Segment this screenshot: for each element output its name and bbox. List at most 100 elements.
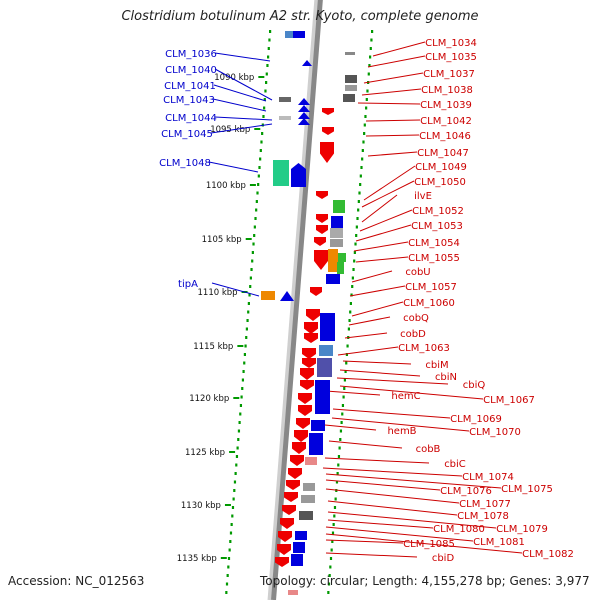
ruler-dot — [247, 302, 250, 305]
ruler-dot — [369, 55, 372, 59]
ruler-dot — [236, 446, 239, 450]
ruler-dot — [357, 208, 360, 212]
backbone-shadow — [267, 0, 319, 600]
ruler-dot — [356, 217, 359, 220]
ruler-dot — [345, 353, 349, 356]
ruler-dot — [263, 106, 266, 110]
reverse-gene-block — [295, 531, 307, 540]
ruler-dot — [345, 361, 348, 365]
ruler-dot — [327, 591, 330, 594]
ruler-dot — [249, 285, 252, 288]
ruler-dot — [231, 506, 235, 509]
ruler-dot — [235, 455, 239, 458]
ruler-dot — [347, 327, 350, 331]
ruler-dot — [350, 293, 353, 297]
ruler-dot — [368, 64, 371, 67]
ruler-dot — [226, 574, 229, 577]
ruler-dot — [343, 387, 346, 390]
ruler-dot — [235, 463, 238, 467]
ruler-dot — [248, 293, 251, 297]
reverse-gene-block — [319, 345, 333, 356]
ruler-dot — [246, 319, 249, 322]
reverse-gene-arrow — [316, 191, 328, 199]
ruler-dot — [369, 47, 372, 50]
forward-gene-block — [279, 116, 291, 120]
ruler-dot — [352, 268, 355, 271]
gene-leader-line — [355, 224, 412, 242]
ruler-dot — [228, 548, 231, 552]
ruler-dot — [357, 200, 360, 203]
reverse-gene-arrow — [310, 287, 322, 296]
ruler-dot — [267, 47, 270, 50]
ruler-dot — [337, 455, 341, 458]
ruler-dot — [245, 327, 248, 331]
gene-leader-line — [339, 369, 421, 377]
reverse-gene-arrow — [314, 250, 328, 270]
reverse-gene-arrow — [300, 368, 314, 380]
reverse-gene-label: cbiD — [432, 553, 455, 564]
ruler-dot — [225, 582, 229, 586]
gene-leader-line — [214, 52, 271, 62]
ruler-dot — [261, 132, 264, 135]
kbp-tick-label: 1115 kbp — [193, 342, 233, 352]
reverse-gene-block — [293, 542, 305, 553]
ruler-dot — [363, 132, 366, 135]
kbp-tick-label: 1130 kbp — [181, 501, 221, 511]
reverse-gene-label: cbiM — [425, 360, 448, 371]
ruler-dot — [361, 157, 364, 161]
ruler-dot — [339, 438, 342, 441]
reverse-gene-block — [345, 85, 357, 91]
ruler-dot — [237, 429, 241, 433]
reverse-gene-block — [305, 457, 317, 465]
gene-leader-line — [363, 72, 424, 84]
ruler-dot — [370, 38, 373, 42]
ruler-dot — [358, 191, 361, 195]
gene-leader-line — [325, 390, 381, 396]
ruler-dot — [329, 565, 332, 569]
ruler-dot — [266, 64, 269, 67]
reverse-gene-label: CLM_1047 — [417, 148, 469, 159]
ruler-dot — [355, 234, 358, 237]
gene-leader-line — [325, 533, 523, 554]
ruler-dot — [348, 319, 351, 322]
ruler-dot — [363, 123, 366, 127]
ruler-dot — [239, 404, 243, 407]
gene-leader-line — [367, 55, 426, 68]
ruler-dot — [333, 506, 337, 509]
reverse-gene-block — [309, 433, 323, 455]
gene-leader-line — [361, 194, 398, 223]
reverse-gene-block — [288, 590, 298, 595]
ruler-dot — [362, 140, 365, 144]
reverse-gene-arrow — [320, 142, 334, 163]
gene-leader-line — [324, 457, 430, 464]
reverse-gene-block — [328, 258, 338, 272]
forward-gene-label: CLM_1048 — [159, 158, 211, 169]
gene-leader-line — [327, 500, 458, 516]
gene-leader-line — [327, 519, 434, 529]
kbp-tick-label: 1120 kbp — [189, 394, 229, 404]
reverse-gene-arrow — [300, 380, 314, 390]
reverse-gene-block — [326, 274, 340, 284]
ruler-dot — [367, 72, 370, 76]
gene-leader-line — [213, 84, 267, 102]
gene-leader-line — [325, 479, 441, 491]
ruler-dot — [335, 480, 339, 484]
gene-leader-line — [327, 511, 497, 529]
reverse-gene-arrow — [288, 468, 302, 479]
ruler-dot — [247, 310, 250, 314]
backbone-line — [271, 0, 323, 600]
ruler-dot — [359, 183, 362, 186]
ruler-dot — [328, 574, 331, 577]
gene-leader-line — [325, 539, 404, 544]
gene-leader-line — [337, 346, 399, 356]
reverse-gene-label: hemC — [391, 391, 420, 402]
reverse-gene-arrow — [302, 358, 316, 368]
reverse-gene-block — [345, 75, 357, 83]
ruler-dot — [250, 268, 253, 271]
forward-gene-arrow — [298, 98, 310, 105]
reverse-gene-arrow — [296, 418, 310, 429]
ruler-dot — [336, 472, 339, 475]
gene-leader-line — [214, 116, 273, 121]
reverse-gene-label: CLM_1085 — [403, 539, 455, 550]
